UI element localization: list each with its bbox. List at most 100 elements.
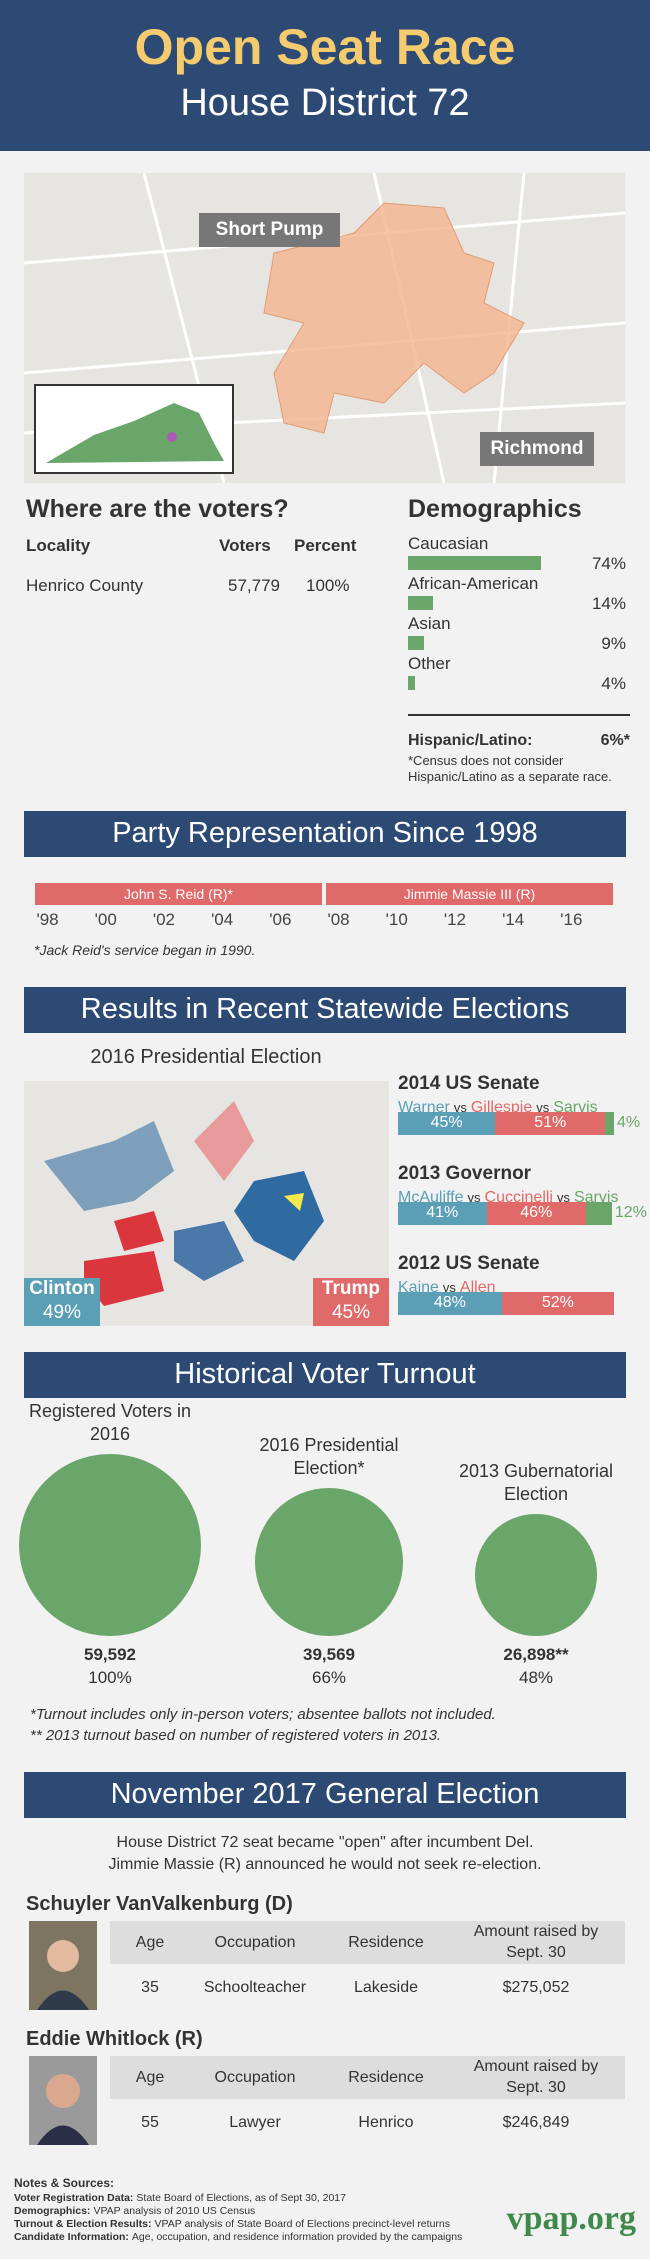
source-note: Demographics: VPAP analysis of 2010 US Ce…	[14, 2205, 255, 2217]
bar	[408, 596, 434, 610]
virginia-shape	[46, 403, 224, 463]
bubble	[254, 1487, 404, 1636]
logo: vpap.org	[506, 2200, 636, 2237]
candidate-name: Schuyler VanValkenburg (D)	[26, 1893, 293, 1915]
result-value: 49%	[42, 1302, 82, 1323]
bubble-value: 39,569	[303, 1645, 355, 1664]
source-text: VPAP analysis of 2010 US Census	[93, 2205, 256, 2217]
value-label: 46%	[520, 1204, 553, 1221]
column-header: Residence	[348, 2069, 424, 2086]
value-label: 4%	[617, 1114, 641, 1131]
x-tick-label: '08	[327, 910, 350, 929]
candidate-name: McAuliffe	[398, 1189, 464, 1206]
value-label: 48%	[433, 1294, 466, 1311]
bar	[408, 636, 425, 650]
x-tick-label: '14	[502, 910, 525, 929]
result-bar	[398, 1112, 496, 1135]
value-label: 52%	[541, 1294, 574, 1311]
value-label: 41%	[426, 1204, 459, 1221]
table-cell: Lawyer	[229, 2114, 281, 2131]
note: *Census does not consider Hispanic/Latin…	[408, 753, 612, 784]
bubble-title: 2016 Presidential Election*	[259, 1434, 399, 1478]
x-tick-label: '16	[560, 910, 583, 929]
table-cell: 100%	[306, 576, 350, 595]
section-title: Historical Voter Turnout	[174, 1358, 476, 1390]
source-label: Candidate Information:	[14, 2231, 129, 2243]
source-note: Voter Registration Data: State Board of E…	[14, 2192, 346, 2204]
section-title: Party Representation Since 1998	[112, 817, 538, 849]
result-bar	[501, 1292, 614, 1315]
header-band	[0, 0, 650, 151]
result-name: Clinton	[29, 1278, 95, 1299]
value-label: 9%	[601, 634, 626, 653]
table-header	[110, 2056, 625, 2099]
table-cell: 55	[141, 2114, 159, 2131]
candidate-name: Gillespie	[470, 1099, 533, 1116]
bubble	[474, 1513, 598, 1636]
title: Open Seat Race	[134, 19, 516, 75]
bubble-percent: 66%	[311, 1668, 347, 1687]
map-label: Richmond	[480, 432, 594, 466]
column-header: Age	[135, 2069, 165, 2086]
source-note: Turnout & Election Results: VPAP analysis…	[14, 2218, 450, 2230]
table-cell: Henrico County	[26, 576, 144, 595]
section-banner	[24, 1772, 626, 1818]
value-label: 51%	[534, 1114, 567, 1131]
x-tick-label: '04	[211, 910, 234, 929]
photo	[29, 1921, 97, 2010]
district-shape	[263, 202, 525, 434]
result-name: Trump	[321, 1278, 381, 1299]
map-label: Short Pump	[199, 213, 340, 247]
section-banner	[24, 1352, 626, 1398]
source-label: Demographics:	[14, 2205, 91, 2217]
bubble-percent: 100%	[88, 1668, 132, 1687]
precincts	[284, 1193, 304, 1211]
term-bar: Jimmie Massie III (R)	[326, 883, 613, 905]
bar	[408, 556, 542, 570]
precincts	[114, 1211, 164, 1251]
column-header: Amount raised by Sept. 30	[473, 1923, 599, 1961]
subtitle: House District 72	[180, 82, 470, 124]
separator: vs	[556, 1190, 570, 1205]
candidate-name: Eddie Whitlock (R)	[26, 2028, 203, 2050]
value-label: 74%	[591, 554, 626, 573]
x-tick-label: '12	[443, 910, 467, 929]
category-label: Caucasian	[408, 534, 489, 553]
value-label: 14%	[591, 594, 626, 613]
bubble-title: 2013 Gubernatorial Election	[458, 1460, 614, 1504]
notes-heading: Notes & Sources:	[14, 2176, 115, 2190]
x-tick-label: '02	[152, 910, 176, 929]
result-box	[313, 1278, 389, 1326]
race-title: 2014 US Senate	[398, 1073, 540, 1094]
term-bar: John S. Reid (R)*	[35, 883, 322, 905]
divider	[408, 714, 630, 716]
bubble-percent: 48%	[518, 1668, 554, 1687]
source-text: Age, occupation, and residence informati…	[131, 2231, 463, 2243]
source-label: Voter Registration Data:	[14, 2192, 134, 2204]
candidate-name: Sarvis	[553, 1099, 598, 1116]
source-label: Turnout & Election Results:	[14, 2218, 152, 2230]
table-cell: 35	[141, 1979, 159, 1996]
table-cell: Henrico	[358, 2114, 414, 2131]
result-bar	[605, 1112, 614, 1135]
column-header: Occupation	[214, 1934, 296, 1951]
category-label: Other	[408, 654, 451, 673]
column-header: Amount raised by Sept. 30	[473, 2058, 599, 2096]
table-cell: 57,779	[228, 576, 280, 595]
result-value: 45%	[331, 1302, 371, 1323]
separator: vs	[453, 1100, 467, 1115]
column-header: Residence	[348, 1934, 424, 1951]
candidate-names: McAuliffe vs Cuccinelli vs Sarvis	[398, 1189, 618, 1207]
precincts	[84, 1251, 164, 1306]
separator: vs	[536, 1100, 550, 1115]
source-text: State Board of Elections, as of Sept 30,…	[136, 2192, 346, 2204]
photo	[29, 2056, 97, 2145]
section-banner	[24, 811, 626, 857]
separator: vs	[442, 1280, 456, 1295]
precincts	[44, 1121, 174, 1211]
column-header: Age	[135, 1934, 165, 1951]
bubble-title: Registered Voters in 2016	[28, 1401, 192, 1444]
source-text: VPAP analysis of State Board of Election…	[154, 2218, 450, 2230]
table-header	[110, 1921, 625, 1964]
